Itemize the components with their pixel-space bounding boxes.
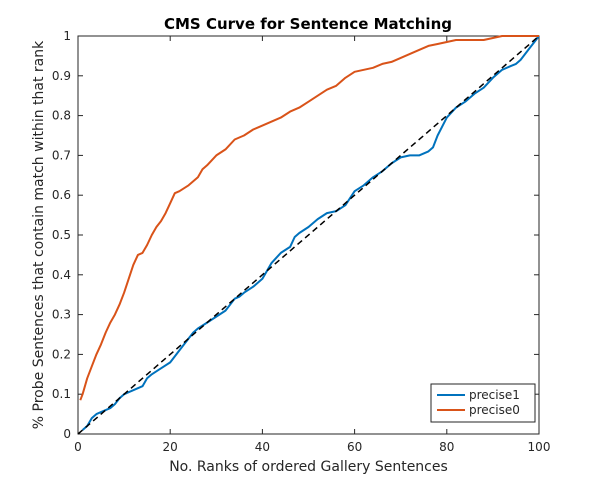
y-axis-label: % Probe Sentences that contain match wit… bbox=[31, 40, 47, 429]
x-tick-label: 40 bbox=[255, 440, 270, 454]
reference-diagonal-line bbox=[77, 35, 540, 435]
y-tick-label: 0.8 bbox=[52, 109, 71, 123]
y-tick-label: 0.9 bbox=[52, 69, 71, 83]
y-tick-label: 1 bbox=[63, 29, 71, 43]
legend-box bbox=[430, 383, 536, 423]
y-tick-label: 0.6 bbox=[52, 188, 71, 202]
y-tick-label: 0.4 bbox=[52, 268, 71, 282]
x-axis-label: No. Ranks of ordered Gallery Sentences bbox=[169, 459, 448, 475]
x-tick-label: 100 bbox=[528, 440, 551, 454]
y-tick-label: 0.2 bbox=[52, 347, 71, 361]
x-tick-label: 80 bbox=[439, 440, 454, 454]
x-axis: 0 20 40 60 80 100 bbox=[74, 36, 550, 454]
x-tick-label: 20 bbox=[163, 440, 178, 454]
y-tick-label: 0.5 bbox=[52, 228, 71, 242]
legend-label: precise1 bbox=[469, 388, 520, 402]
y-tick-label: 0.3 bbox=[52, 308, 71, 322]
series-layer bbox=[77, 35, 540, 435]
chart-title: CMS Curve for Sentence Matching bbox=[164, 15, 452, 33]
series-line-precise0 bbox=[79, 35, 539, 401]
x-tick-label: 60 bbox=[347, 440, 362, 454]
y-tick-label: 0.7 bbox=[52, 148, 71, 162]
y-axis: 0 0.1 0.2 0.3 0.4 0.5 0.6 0.7 0.8 0.9 1 bbox=[52, 29, 539, 441]
y-tick-label: 0 bbox=[63, 427, 71, 441]
legend-label: precise0 bbox=[469, 403, 520, 417]
y-tick-label: 0.1 bbox=[52, 387, 71, 401]
series-line-precise1 bbox=[81, 35, 540, 431]
x-tick-label: 0 bbox=[74, 440, 82, 454]
